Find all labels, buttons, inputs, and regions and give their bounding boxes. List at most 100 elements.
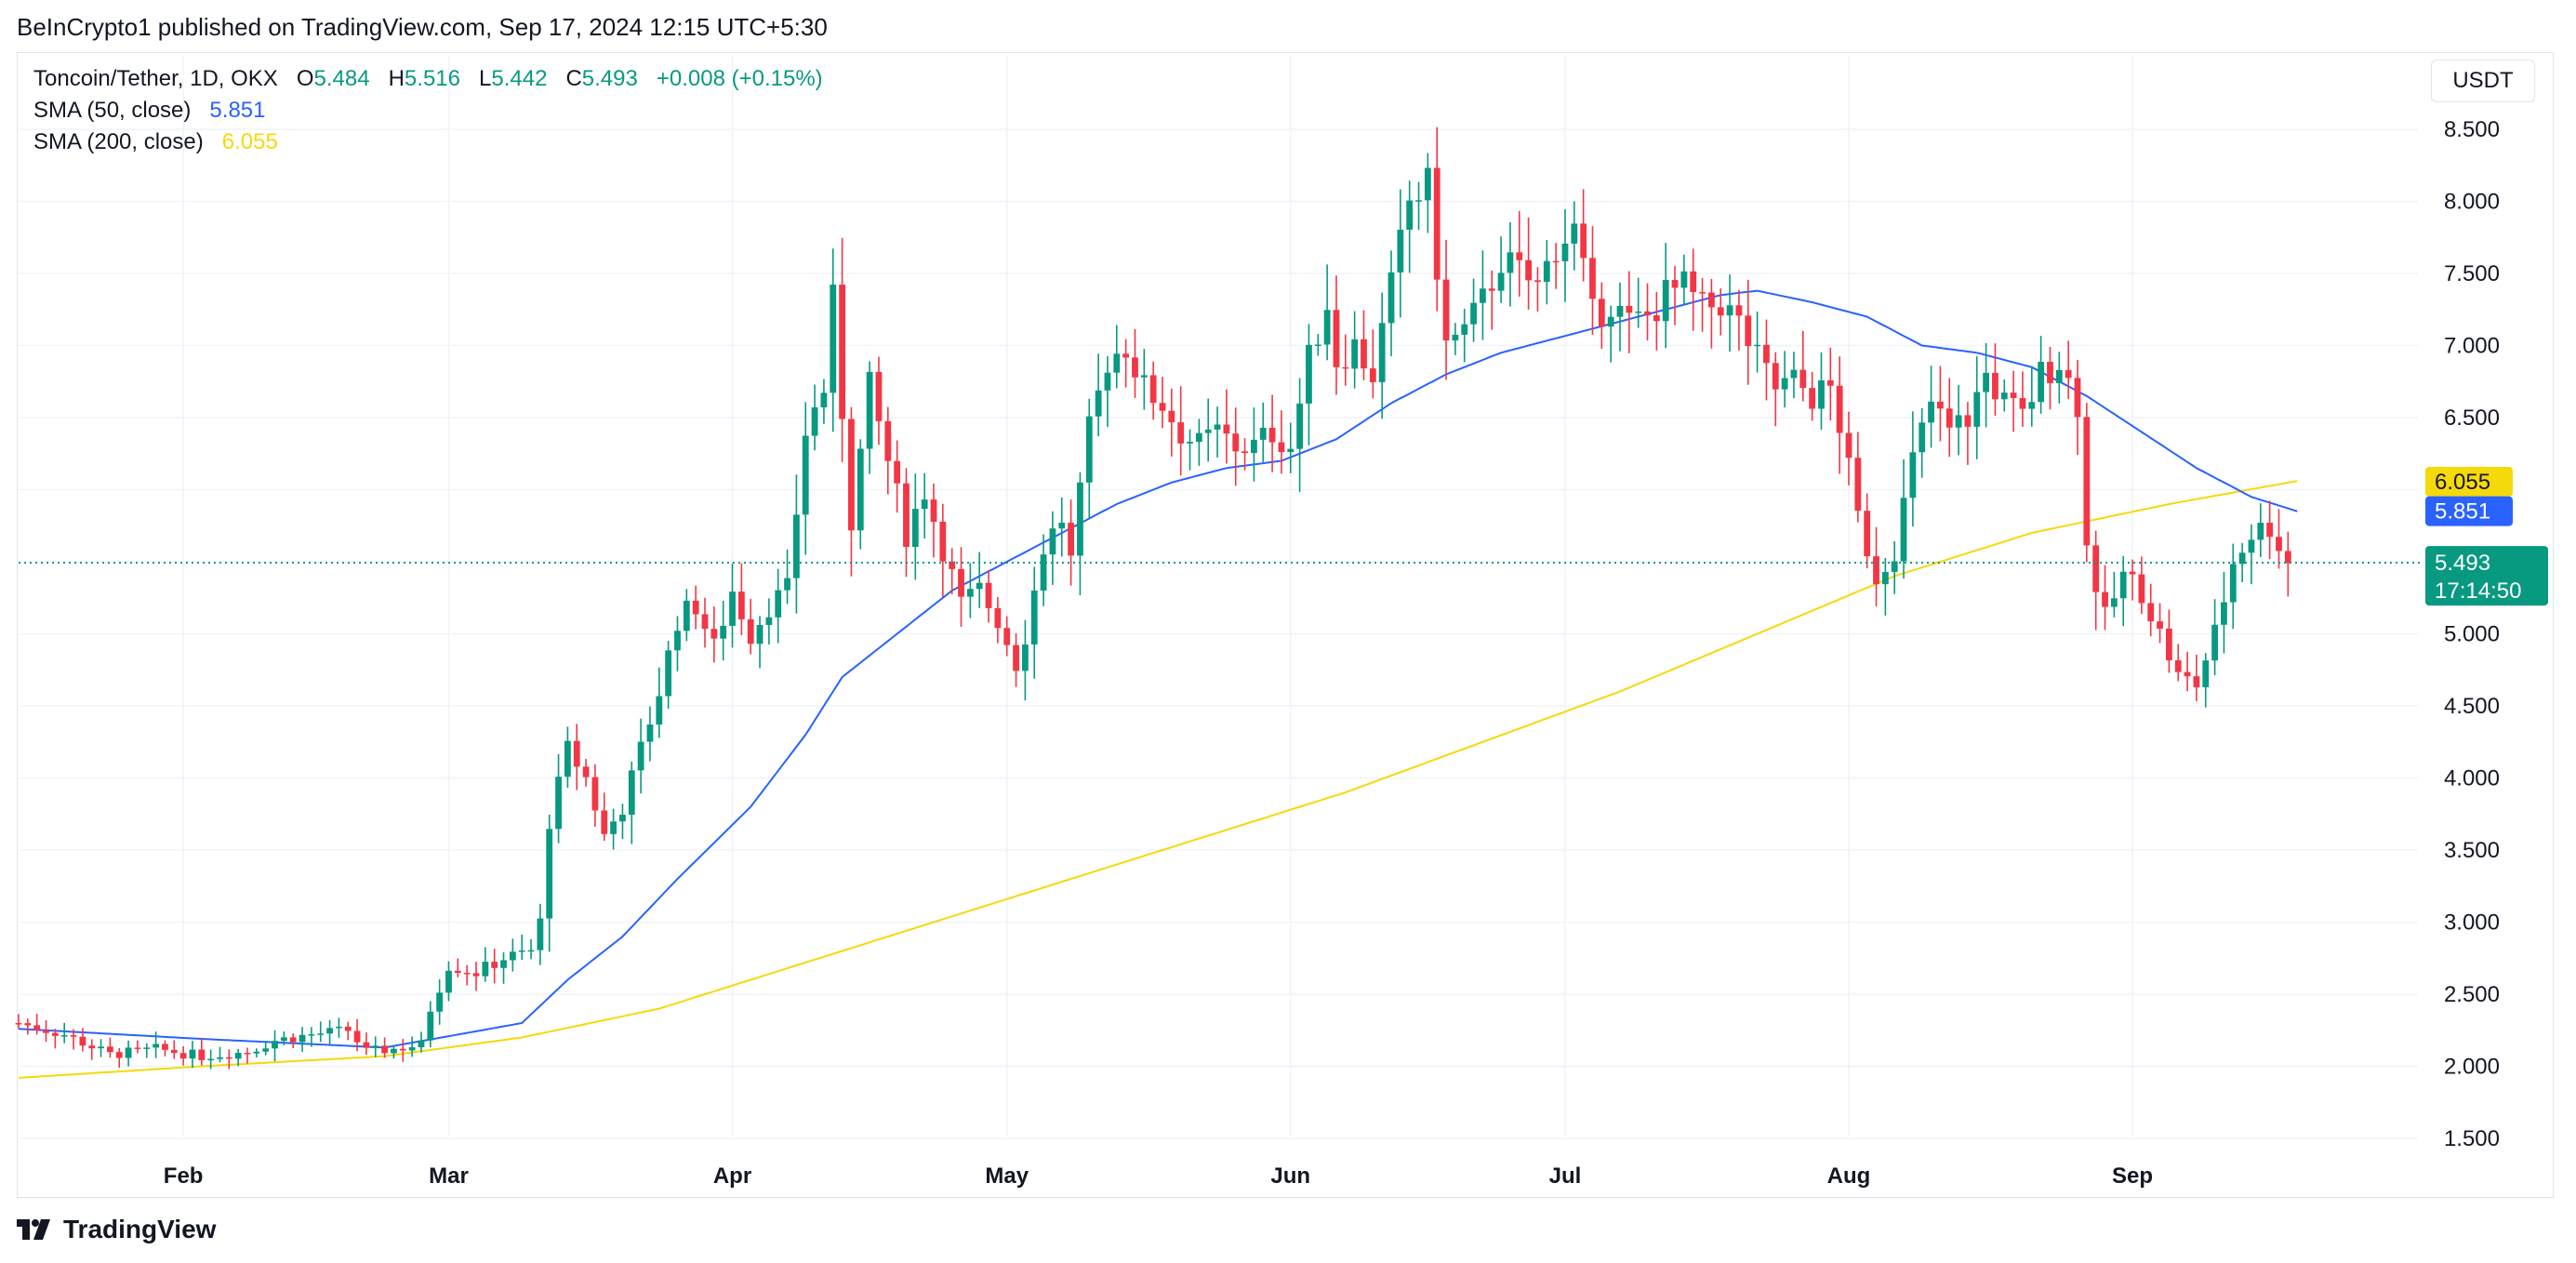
candle — [564, 726, 571, 788]
candle-body — [1699, 292, 1706, 294]
candle — [2248, 524, 2255, 585]
candle — [1095, 353, 1102, 437]
candle — [784, 549, 790, 605]
candle — [518, 934, 525, 961]
candle-body — [2229, 564, 2237, 603]
candle-body — [1763, 344, 1770, 364]
candle-body — [125, 1047, 132, 1058]
sma200-label: SMA (200, close) — [33, 129, 204, 154]
candle — [179, 1045, 187, 1066]
candle-body — [619, 814, 626, 822]
candle — [472, 962, 480, 991]
candle — [88, 1039, 96, 1060]
y-tick-label: 2.000 — [2444, 1055, 2500, 1080]
candle — [399, 1039, 406, 1062]
candle-body — [1104, 372, 1111, 391]
candle — [162, 1040, 168, 1057]
candle-body — [1223, 424, 1230, 434]
candle — [856, 439, 864, 550]
y-tick-label: 4.000 — [2444, 766, 2500, 791]
candle — [2092, 530, 2100, 631]
candle-body — [500, 960, 507, 968]
grid-lines — [19, 56, 2418, 1139]
candle-body — [911, 509, 919, 548]
candle — [217, 1046, 223, 1063]
candle — [2038, 336, 2045, 414]
candle — [272, 1030, 278, 1062]
candle-body — [198, 1049, 206, 1060]
candle — [170, 1040, 178, 1059]
candle-body — [217, 1057, 223, 1059]
y-tick-label: 5.000 — [2444, 622, 2500, 647]
candle-body — [1351, 339, 1359, 369]
candle — [427, 1001, 434, 1048]
candle-body — [1891, 561, 1898, 572]
candle-body — [1187, 442, 1193, 444]
candle-body — [1561, 243, 1569, 261]
candle-body — [15, 1023, 22, 1025]
candle-body — [527, 950, 535, 952]
sma-50-line — [18, 289, 2298, 1049]
sma50-row[interactable]: SMA (50, close) 5.851 — [33, 95, 823, 126]
candle — [1013, 632, 1019, 687]
candle-body — [1361, 339, 1367, 369]
candle-body — [1507, 252, 1514, 273]
candle-body — [2129, 571, 2136, 575]
sma200-price-tag-label: 6.055 — [2435, 470, 2490, 495]
candle — [737, 563, 745, 635]
candle — [1781, 351, 1788, 408]
candle — [2047, 346, 2053, 410]
candle-body — [1826, 379, 1834, 386]
candle — [1726, 274, 1733, 352]
candle — [1992, 343, 1998, 416]
candle — [601, 792, 608, 841]
candle — [1068, 499, 1074, 586]
candle — [1598, 282, 1605, 349]
candle — [765, 598, 773, 645]
candle — [747, 598, 754, 655]
candle — [839, 237, 845, 462]
candle-body — [591, 777, 599, 811]
candle-body — [1369, 368, 1376, 382]
candle — [720, 600, 727, 661]
candle-body — [1442, 279, 1450, 341]
candle-body — [43, 1030, 49, 1033]
candle-body — [1077, 482, 1083, 556]
candle — [1333, 275, 1340, 395]
candle-body — [756, 624, 764, 645]
candle-body — [737, 592, 745, 619]
candle — [2174, 644, 2182, 682]
candle-body — [1635, 311, 1642, 313]
candle-body — [2047, 362, 2053, 383]
candle — [299, 1027, 306, 1052]
candle — [674, 616, 681, 671]
candle-body — [308, 1034, 315, 1036]
candle — [1580, 189, 1587, 282]
candle-body — [1424, 167, 1431, 201]
candle-body — [628, 770, 635, 815]
candle — [894, 440, 901, 513]
candle-body — [765, 617, 773, 625]
sma200-row[interactable]: SMA (200, close) 6.055 — [33, 126, 823, 158]
candle-body — [537, 918, 544, 951]
candle-body — [317, 1033, 325, 1035]
candle-body — [683, 600, 690, 632]
candle — [2138, 556, 2145, 615]
tradingview-brand[interactable]: TradingView — [17, 1215, 216, 1244]
symbol-label[interactable]: Toncoin/Tether, 1D, OKX — [33, 66, 278, 91]
candle — [1699, 277, 1706, 332]
chart-frame — [17, 52, 2554, 1198]
candle — [2019, 371, 2026, 427]
candle — [1122, 339, 1130, 388]
candle — [1177, 386, 1185, 476]
candle — [1571, 201, 1578, 271]
candle-body — [601, 810, 608, 834]
candle — [2229, 543, 2237, 630]
candle — [628, 761, 635, 844]
currency-button[interactable]: USDT — [2431, 60, 2535, 102]
candle-body — [2055, 369, 2063, 383]
candle-body — [958, 568, 964, 597]
candle-body — [1251, 439, 1257, 454]
candle — [2166, 609, 2172, 673]
